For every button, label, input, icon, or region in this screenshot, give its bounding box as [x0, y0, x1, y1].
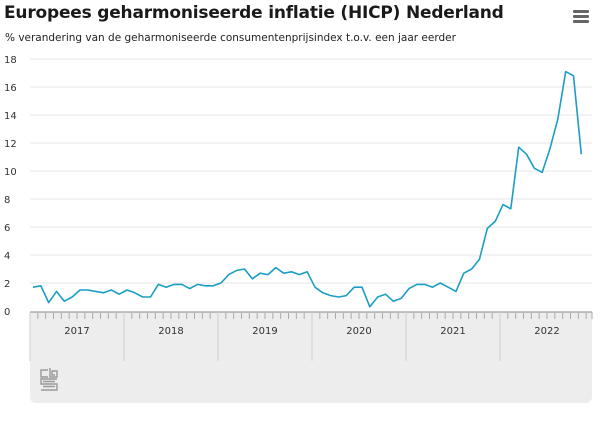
x-year-label: 2018 — [158, 326, 183, 337]
x-year-label: 2017 — [64, 326, 89, 337]
chart-subtitle: % verandering van de geharmoniseerde con… — [5, 32, 456, 44]
y-tick-label: 8 — [4, 195, 10, 206]
y-tick-label: 12 — [4, 139, 17, 150]
y-tick-label: 0 — [4, 307, 10, 318]
y-tick-label: 10 — [4, 167, 17, 178]
y-tick-label: 2 — [4, 279, 10, 290]
y-tick-label: 14 — [4, 111, 17, 122]
y-tick-label: 18 — [4, 55, 17, 66]
hamburger-menu-icon[interactable] — [573, 10, 589, 24]
y-tick-label: 16 — [4, 83, 17, 94]
cbs-logo — [40, 368, 58, 391]
chart-title: Europees geharmoniseerde inflatie (HICP)… — [4, 3, 504, 23]
hicp-series-line — [32, 70, 583, 308]
y-tick-label: 4 — [4, 251, 10, 262]
x-year-label: 2020 — [346, 326, 371, 337]
x-year-label: 2021 — [440, 326, 465, 337]
x-year-label: 2022 — [534, 326, 559, 337]
x-year-label: 2019 — [252, 326, 277, 337]
y-tick-label: 6 — [4, 223, 10, 234]
